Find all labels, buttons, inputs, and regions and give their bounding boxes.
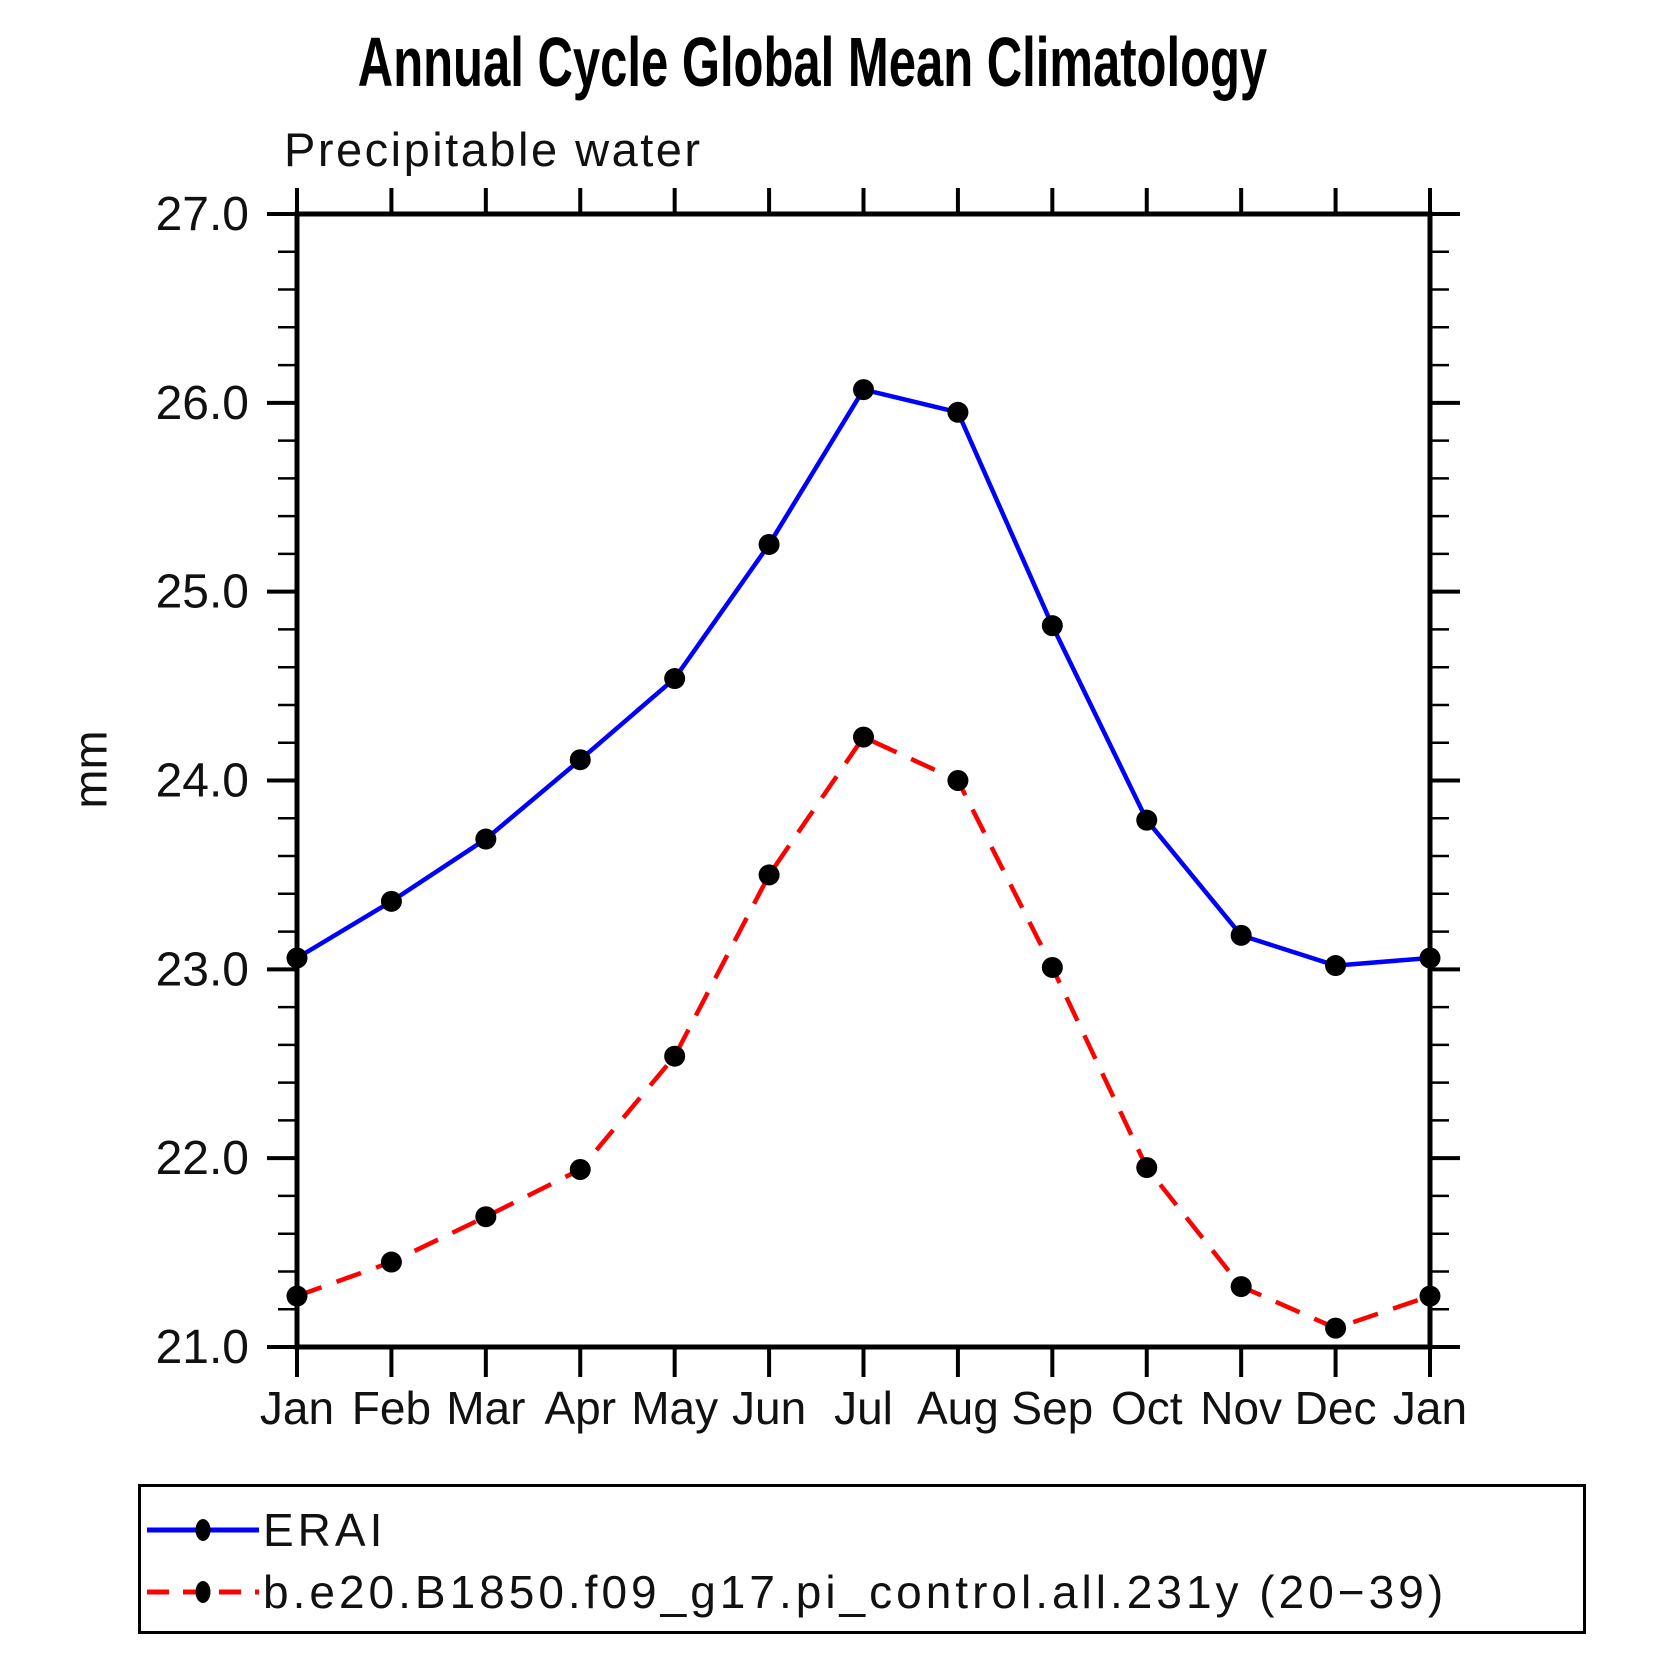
x-tick-label: Nov	[1200, 1382, 1282, 1434]
data-point-0-Sep	[1041, 615, 1063, 637]
legend-label-model: b.e20.B1850.f09_g17.pi_control.all.231y …	[263, 1566, 1448, 1618]
series-line-0	[295, 387, 1431, 968]
y-tick-label: 25.0	[156, 566, 249, 619]
data-point-0-Apr	[569, 749, 591, 771]
data-point-1-Mar	[475, 1206, 497, 1228]
x-tick-label: Sep	[1011, 1382, 1093, 1434]
data-point-0-Aug	[947, 401, 969, 423]
data-point-0-Dec	[1325, 955, 1347, 977]
data-point-0-Mar	[475, 828, 497, 850]
data-point-1-Jan	[1419, 1285, 1441, 1307]
x-tick-label: Jan	[260, 1382, 334, 1434]
y-tick-label: 23.0	[156, 943, 249, 996]
x-tick-label: Dec	[1295, 1382, 1377, 1434]
data-point-0-Jul	[853, 379, 874, 401]
legend-line-sample-erai	[147, 1519, 259, 1541]
legend-item-model: b.e20.B1850.f09_g17.pi_control.all.231y …	[145, 1566, 1447, 1618]
data-point-1-Jun	[758, 864, 780, 886]
x-tick-label: Feb	[352, 1382, 431, 1434]
data-point-1-Jul	[853, 726, 874, 748]
data-point-1-Apr	[569, 1158, 591, 1180]
legend-item-erai: ERAI	[145, 1504, 386, 1556]
chart-title: Annual Cycle Global Mean Climatology	[357, 23, 1268, 101]
data-point-0-Jun	[758, 533, 780, 555]
x-tick-label: Aug	[917, 1382, 999, 1434]
data-point-1-Jan	[286, 1285, 308, 1307]
data-point-0-May	[664, 668, 686, 690]
y-tick-label: 24.0	[156, 755, 249, 808]
data-point-1-Feb	[380, 1251, 402, 1273]
chart-subtitle: Precipitable water	[284, 123, 703, 176]
y-tick-label: 22.0	[156, 1132, 249, 1185]
y-tick-label: 27.0	[156, 188, 249, 241]
data-point-1-Nov	[1230, 1276, 1252, 1298]
data-point-1-Dec	[1325, 1317, 1347, 1339]
data-point-0-Feb	[380, 890, 402, 912]
data-point-0-Jan	[1419, 947, 1441, 969]
x-tick-label: Oct	[1111, 1382, 1183, 1434]
data-point-1-Aug	[947, 770, 969, 791]
legend-label-erai: ERAI	[263, 1504, 387, 1556]
data-point-0-Jan	[286, 947, 308, 969]
data-point-1-May	[664, 1045, 686, 1067]
x-tick-label: Jun	[732, 1382, 806, 1434]
data-point-1-Oct	[1136, 1157, 1158, 1179]
x-tick-label: Jul	[834, 1382, 893, 1434]
plot-border	[294, 211, 1433, 1350]
legend-line-sample-model	[147, 1581, 259, 1603]
legend-marker-model-icon	[195, 1581, 211, 1603]
data-point-0-Oct	[1136, 809, 1158, 831]
x-tick-label: Jan	[1393, 1382, 1467, 1434]
series-line-1	[296, 734, 1431, 1331]
y-tick-label: 26.0	[156, 377, 249, 430]
data-point-0-Nov	[1230, 924, 1252, 946]
y-tick-label: 21.0	[156, 1321, 249, 1374]
x-tick-label: Mar	[446, 1382, 525, 1434]
data-point-1-Sep	[1041, 956, 1063, 978]
x-tick-label: May	[631, 1382, 718, 1434]
x-tick-label: Apr	[544, 1382, 616, 1434]
legend-box: ERAI b.e20.B1850.f09_g17.pi_control.all.…	[138, 1484, 1586, 1634]
legend-marker-erai-icon	[195, 1519, 211, 1541]
